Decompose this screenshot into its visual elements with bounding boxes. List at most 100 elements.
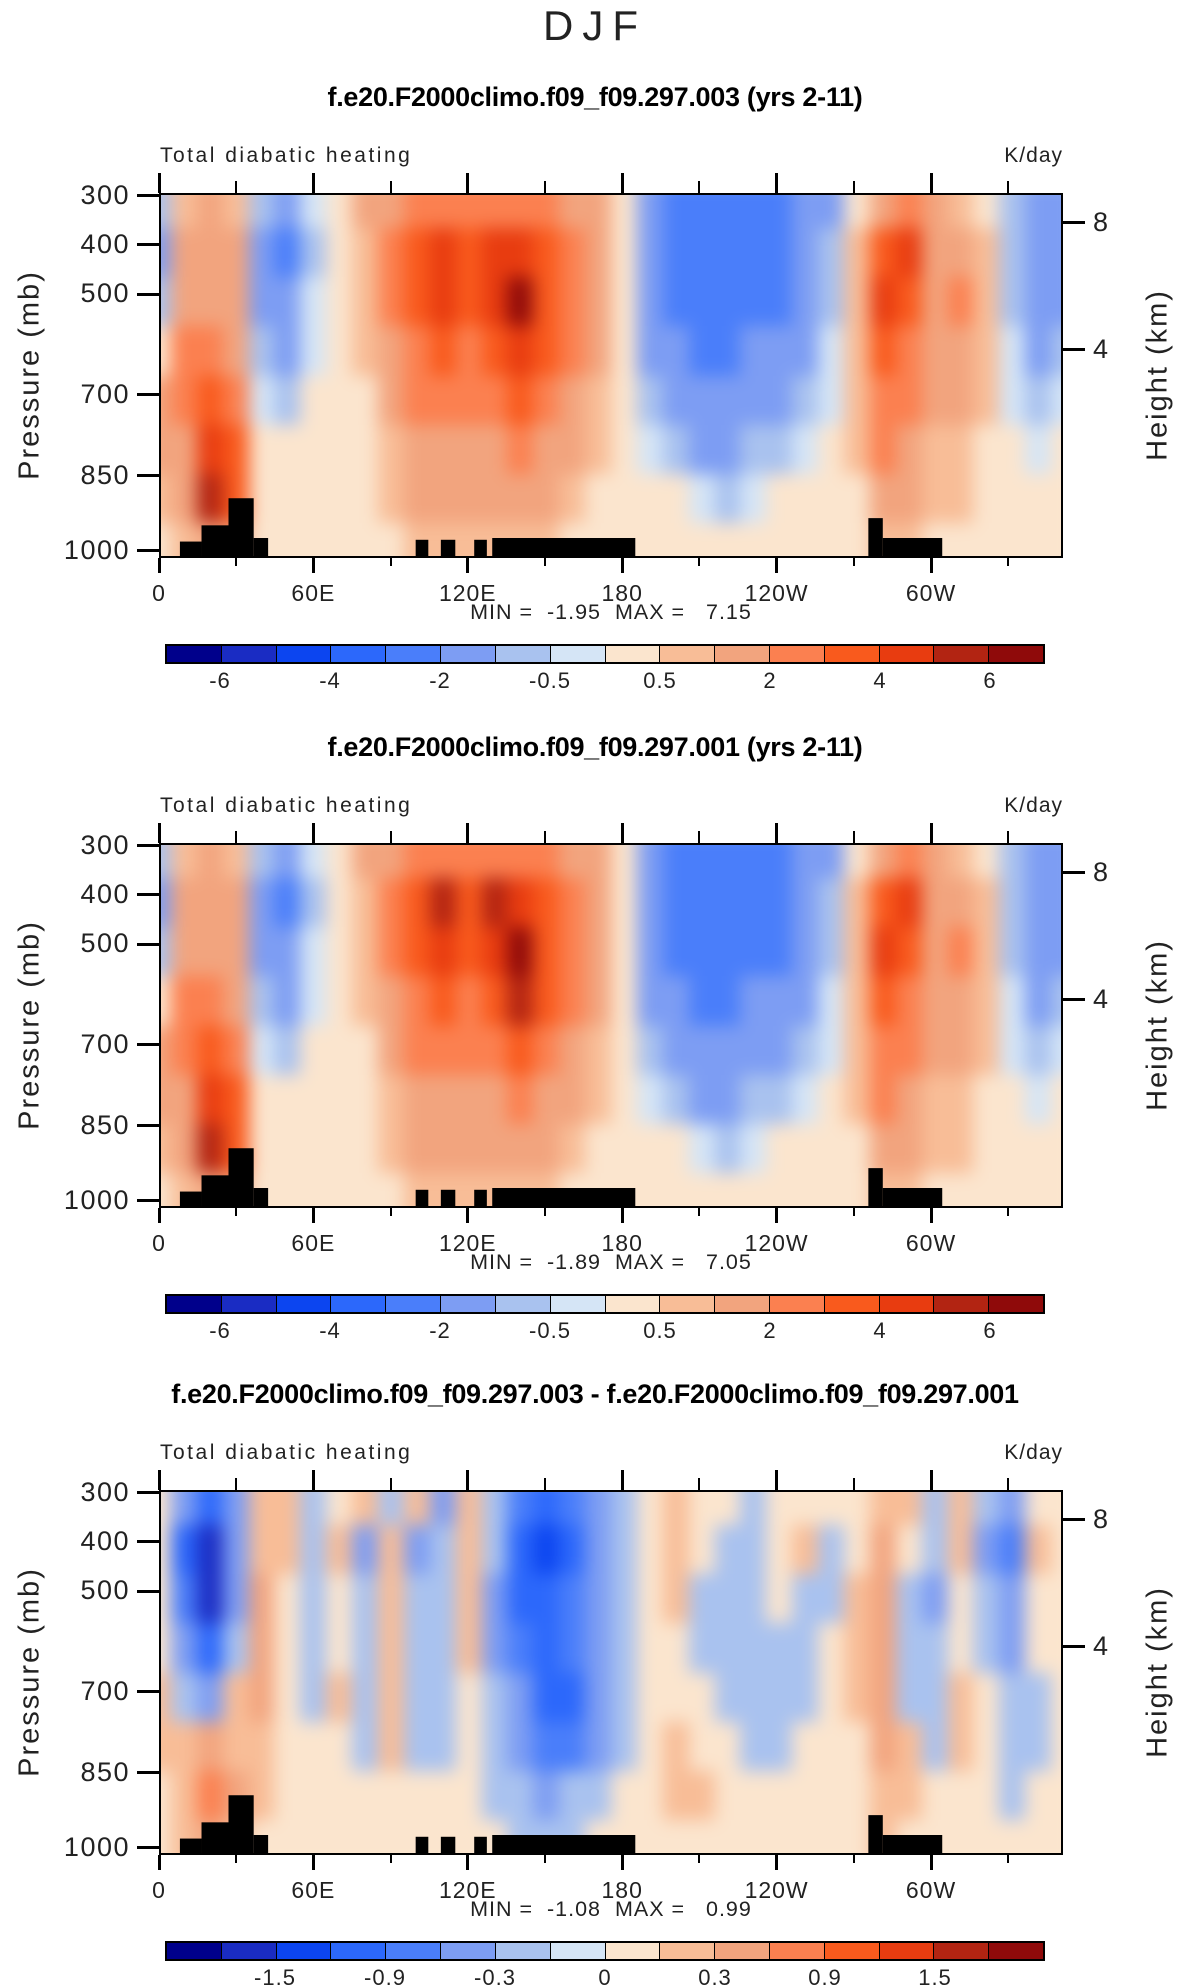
contour-cell bbox=[740, 277, 769, 329]
contour-cell bbox=[1051, 1721, 1061, 1773]
contour-cell bbox=[766, 1074, 795, 1126]
contour-cell bbox=[688, 1025, 717, 1077]
colorbar-segment bbox=[167, 1943, 221, 1959]
contour-cell bbox=[274, 473, 303, 525]
contour-cell bbox=[585, 1525, 614, 1577]
contour-cell bbox=[429, 473, 458, 525]
colorbar-tick-label: 2 bbox=[763, 668, 777, 693]
contour-cell bbox=[352, 375, 381, 427]
contour-cell bbox=[403, 424, 433, 476]
contour-cell bbox=[740, 195, 769, 230]
contour-cell bbox=[274, 1721, 303, 1773]
contour-cell bbox=[161, 1074, 174, 1126]
contour-cell bbox=[481, 1721, 510, 1773]
contour-cell bbox=[1051, 878, 1061, 930]
contour-cell bbox=[161, 878, 174, 930]
axis-tick bbox=[1007, 1855, 1010, 1863]
contour-cell bbox=[559, 375, 588, 427]
contour-plot bbox=[159, 1490, 1063, 1855]
contour-cell bbox=[352, 195, 381, 230]
contour-cell bbox=[1051, 1770, 1061, 1822]
contour-cell bbox=[481, 228, 510, 280]
contour-cell bbox=[533, 845, 562, 880]
contour-cell bbox=[274, 927, 303, 979]
axis-tick bbox=[235, 181, 238, 193]
contour-cell bbox=[161, 1672, 174, 1724]
contour-cell bbox=[326, 1074, 355, 1126]
contour-cell bbox=[662, 1123, 691, 1175]
pressure-tick-label: 500 bbox=[80, 928, 130, 959]
pressure-axis-labels: 300 400 500 700 850 1000 bbox=[0, 180, 130, 565]
contour-cell bbox=[585, 1025, 614, 1077]
contour-cell bbox=[248, 326, 277, 378]
contour-cell bbox=[636, 1672, 666, 1724]
contour-cell bbox=[1051, 424, 1061, 476]
contour-cell bbox=[161, 1623, 174, 1675]
x-tick-label: 0 bbox=[152, 580, 166, 606]
axis-tick bbox=[698, 558, 701, 566]
pressure-tick-label: 1000 bbox=[63, 1184, 130, 1215]
contour-cell bbox=[378, 473, 407, 525]
contour-cell bbox=[921, 277, 950, 329]
contour-cell bbox=[1051, 195, 1061, 230]
contour-cell bbox=[921, 228, 950, 280]
contour-cell bbox=[818, 473, 847, 525]
contour-cell bbox=[921, 1721, 950, 1773]
colorbar bbox=[165, 644, 1045, 664]
axis-tick bbox=[620, 1855, 624, 1870]
contour-cell bbox=[611, 1770, 640, 1822]
height-axis-title: Height (km) bbox=[1141, 289, 1174, 461]
contour-cell bbox=[507, 1672, 536, 1724]
contour-cell bbox=[818, 878, 847, 930]
contour-cell bbox=[161, 1172, 174, 1206]
contour-cell bbox=[818, 424, 847, 476]
contour-cell bbox=[378, 1721, 407, 1773]
axis-tick bbox=[698, 1208, 701, 1216]
contour-cell bbox=[403, 1623, 433, 1675]
contour-cell bbox=[999, 878, 1028, 930]
contour-cell bbox=[161, 1025, 174, 1077]
contour-cell bbox=[481, 1025, 510, 1077]
axis-tick bbox=[1063, 348, 1085, 352]
contour-cell bbox=[248, 1525, 277, 1577]
contour-cell bbox=[921, 976, 950, 1028]
contour-cell bbox=[429, 1074, 458, 1126]
contour-cell bbox=[222, 1074, 251, 1126]
contour-cell bbox=[999, 277, 1028, 329]
contour-cell bbox=[999, 473, 1028, 525]
contour-cell bbox=[1025, 522, 1054, 556]
colorbar-segment bbox=[330, 646, 386, 662]
axis-tick bbox=[852, 831, 855, 843]
panel-run003: f.e20.F2000climo.f09_f09.297.003 (yrs 2-… bbox=[0, 60, 1190, 720]
contour-cell bbox=[999, 845, 1028, 880]
axis-tick bbox=[698, 1478, 701, 1490]
contour-cell bbox=[455, 1074, 484, 1126]
contour-cell bbox=[636, 228, 666, 280]
contour-cell bbox=[170, 326, 200, 378]
contour-cell bbox=[844, 1672, 873, 1724]
contour-cell bbox=[429, 1525, 458, 1577]
contour-cell bbox=[688, 1525, 717, 1577]
contour-cell bbox=[403, 326, 433, 378]
x-tick-label: 0 bbox=[152, 1877, 166, 1903]
colorbar-segment bbox=[604, 646, 660, 662]
contour-cell bbox=[844, 878, 873, 930]
contour-plot bbox=[159, 843, 1063, 1208]
contour-cell bbox=[248, 277, 277, 329]
contour-cell bbox=[196, 473, 225, 525]
contour-cell bbox=[507, 375, 536, 427]
contour-cell bbox=[818, 1025, 847, 1077]
contour-cell bbox=[559, 927, 588, 979]
axis-tick bbox=[775, 823, 779, 843]
contour-cell bbox=[895, 473, 924, 525]
contour-cell bbox=[429, 845, 458, 880]
contour-cell bbox=[378, 1025, 407, 1077]
axis-tick bbox=[544, 558, 546, 566]
axis-tick bbox=[311, 1208, 315, 1223]
pressure-tick-label: 850 bbox=[80, 1109, 130, 1140]
contour-cell bbox=[274, 195, 303, 230]
contour-cell bbox=[170, 424, 200, 476]
contour-cell bbox=[792, 976, 821, 1028]
contour-cell bbox=[818, 375, 847, 427]
